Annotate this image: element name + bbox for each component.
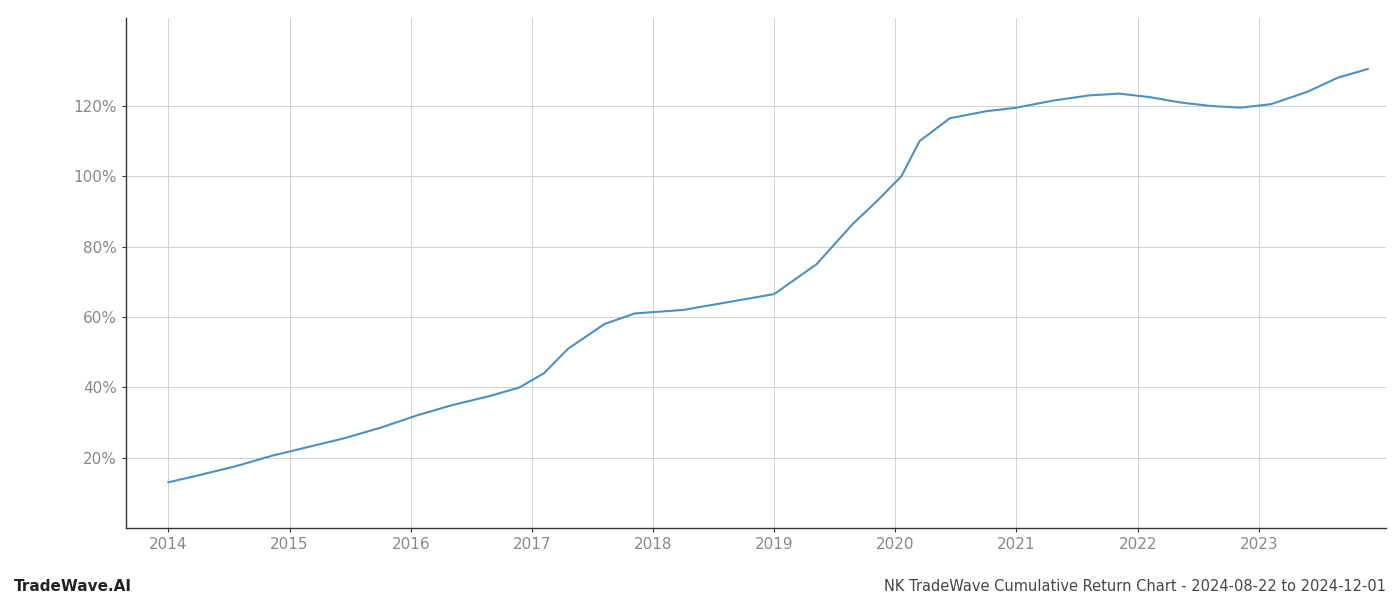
Text: NK TradeWave Cumulative Return Chart - 2024-08-22 to 2024-12-01: NK TradeWave Cumulative Return Chart - 2…: [883, 579, 1386, 594]
Text: TradeWave.AI: TradeWave.AI: [14, 579, 132, 594]
